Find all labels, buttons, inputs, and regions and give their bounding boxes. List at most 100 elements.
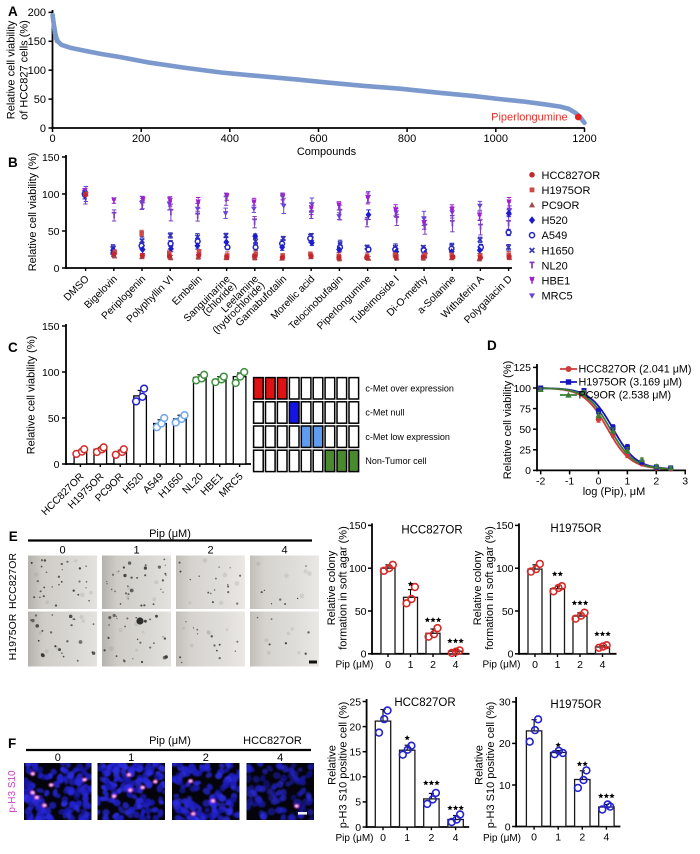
svg-text:H1975OR: H1975OR	[550, 699, 601, 711]
svg-text:HCC827OR (2.041 μM): HCC827OR (2.041 μM)	[579, 364, 692, 376]
svg-text:125: 125	[513, 362, 531, 374]
svg-text:Pip (μM): Pip (μM)	[483, 833, 521, 844]
svg-text:2: 2	[428, 832, 434, 844]
svg-text:100: 100	[513, 383, 531, 395]
svg-text:A549: A549	[542, 230, 568, 242]
svg-text:0: 0	[380, 832, 386, 844]
svg-text:50: 50	[34, 94, 46, 106]
svg-text:50: 50	[355, 606, 367, 618]
svg-text:Compounds: Compounds	[297, 146, 357, 158]
svg-text:200: 200	[132, 133, 150, 145]
svg-text:C: C	[8, 340, 18, 355]
svg-text:Relative colony: Relative colony	[472, 550, 484, 625]
svg-text:p-H3 S10 positive cell (%): p-H3 S10 positive cell (%)	[485, 702, 497, 829]
svg-text:10: 10	[349, 772, 361, 784]
svg-text:Relative cell viability: Relative cell viability	[6, 20, 18, 119]
svg-text:150: 150	[42, 321, 60, 333]
svg-text:100: 100	[496, 563, 514, 575]
svg-text:HCC827OR: HCC827OR	[542, 170, 601, 182]
svg-text:HCC827OR: HCC827OR	[7, 553, 19, 609]
svg-text:F: F	[8, 736, 16, 751]
svg-text:5: 5	[355, 797, 361, 809]
svg-text:4: 4	[600, 659, 606, 671]
svg-text:0: 0	[525, 465, 531, 477]
svg-text:150: 150	[349, 520, 367, 532]
svg-text:1: 1	[408, 659, 414, 671]
svg-text:H1975OR (3.169 μM): H1975OR (3.169 μM)	[579, 377, 682, 389]
svg-text:Relative: Relative	[474, 745, 486, 785]
svg-text:H1975OR: H1975OR	[7, 613, 19, 660]
svg-text:-1: -1	[565, 475, 574, 487]
svg-text:Pip (μM): Pip (μM)	[336, 660, 374, 671]
svg-text:3: 3	[682, 475, 688, 487]
svg-text:4: 4	[277, 752, 283, 764]
svg-text:2: 2	[579, 832, 585, 844]
svg-text:Relative cell viability (%): Relative cell viability (%)	[26, 336, 38, 455]
svg-text:Relative colony: Relative colony	[326, 550, 338, 625]
svg-text:Relative: Relative	[327, 745, 339, 785]
svg-text:c-Met null: c-Met null	[365, 408, 404, 418]
svg-text:600: 600	[309, 133, 327, 145]
svg-text:PC9OR (2.538 μM): PC9OR (2.538 μM)	[579, 390, 672, 402]
svg-text:100: 100	[28, 65, 46, 77]
svg-text:4: 4	[453, 832, 459, 844]
svg-text:H1975OR: H1975OR	[550, 523, 601, 535]
svg-text:2: 2	[577, 659, 583, 671]
svg-text:-2: -2	[536, 475, 545, 487]
svg-text:4: 4	[281, 545, 287, 557]
svg-text:100: 100	[42, 367, 60, 379]
svg-text:formation in soft agar (%): formation in soft agar (%)	[338, 526, 350, 650]
svg-text:1: 1	[128, 752, 134, 764]
svg-text:1: 1	[555, 832, 561, 844]
svg-text:1000: 1000	[484, 133, 508, 145]
svg-text:A: A	[8, 4, 18, 19]
svg-text:1: 1	[404, 832, 410, 844]
svg-text:Relative cell viability (%): Relative cell viability (%)	[27, 153, 39, 272]
svg-text:Pip (μM): Pip (μM)	[336, 833, 374, 844]
svg-text:Pip (μM): Pip (μM)	[149, 528, 191, 540]
svg-text:30: 30	[499, 697, 511, 709]
svg-text:MRC5: MRC5	[542, 291, 573, 303]
svg-text:Piperlongumine: Piperlongumine	[491, 112, 567, 124]
svg-text:50: 50	[519, 424, 531, 436]
svg-text:formation in soft agar (%): formation in soft agar (%)	[484, 526, 496, 650]
svg-text:0: 0	[54, 459, 60, 471]
svg-text:0: 0	[531, 832, 537, 844]
svg-text:0: 0	[596, 475, 602, 487]
svg-text:c-Met low expression: c-Met low expression	[365, 432, 450, 442]
svg-text:0: 0	[508, 649, 514, 661]
svg-text:H1975OR: H1975OR	[542, 185, 591, 197]
svg-text:2: 2	[207, 545, 213, 557]
svg-text:75: 75	[519, 403, 531, 415]
svg-text:E: E	[9, 529, 18, 544]
svg-text:c-Met over expression: c-Met over expression	[365, 384, 454, 394]
svg-text:0: 0	[355, 822, 361, 834]
svg-text:2: 2	[203, 752, 209, 764]
svg-text:0: 0	[505, 821, 511, 833]
svg-text:1: 1	[555, 659, 561, 671]
svg-text:PC9OR: PC9OR	[542, 200, 580, 212]
svg-text:HCC827OR: HCC827OR	[394, 697, 455, 709]
svg-text:50: 50	[502, 606, 514, 618]
svg-text:20: 20	[499, 738, 511, 750]
svg-text:4: 4	[453, 659, 459, 671]
svg-text:150: 150	[42, 152, 60, 164]
svg-text:0: 0	[49, 133, 55, 145]
svg-text:50: 50	[48, 226, 60, 238]
svg-text:HBE1: HBE1	[542, 276, 571, 288]
svg-text:2: 2	[653, 475, 659, 487]
svg-text:10: 10	[499, 780, 511, 792]
svg-text:p-H3 S10 positive cell (%): p-H3 S10 positive cell (%)	[338, 702, 350, 829]
svg-text:H520: H520	[542, 215, 568, 227]
svg-text:0: 0	[55, 752, 61, 764]
svg-text:50: 50	[48, 413, 60, 425]
svg-text:B: B	[8, 155, 18, 170]
svg-text:Pip (μM): Pip (μM)	[483, 660, 521, 671]
svg-text:100: 100	[42, 189, 60, 201]
svg-text:of HCC827 cells (%): of HCC827 cells (%)	[19, 20, 31, 120]
svg-text:Pip (μM): Pip (μM)	[149, 735, 191, 747]
svg-text:Relative cell viability (%): Relative cell viability (%)	[502, 361, 514, 480]
svg-text:HCC827OR: HCC827OR	[243, 735, 302, 747]
svg-text:25: 25	[349, 696, 361, 708]
svg-text:Non-Tumor cell: Non-Tumor cell	[365, 456, 426, 466]
